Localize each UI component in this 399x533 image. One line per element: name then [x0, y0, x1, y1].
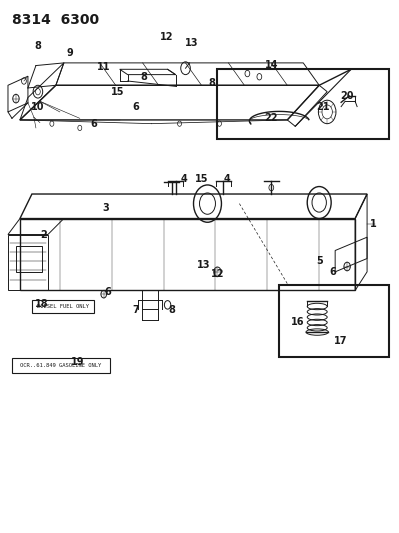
Bar [279, 285, 389, 357]
Text: 8: 8 [208, 78, 215, 87]
Text: 7: 7 [132, 305, 139, 315]
Text: 10: 10 [31, 102, 45, 111]
Text: 5: 5 [316, 256, 322, 266]
Bar [12, 358, 110, 373]
Text: 18: 18 [35, 299, 49, 309]
Text: 11: 11 [97, 62, 111, 71]
Bar [16, 246, 42, 272]
Text: 20: 20 [340, 91, 354, 101]
Text: 8: 8 [140, 72, 147, 82]
Text: 6: 6 [330, 267, 336, 277]
Text: 13: 13 [185, 38, 198, 47]
Text: 8: 8 [34, 42, 41, 51]
Text: 6: 6 [132, 102, 139, 111]
Text: 14: 14 [265, 60, 278, 70]
Text: 13: 13 [197, 261, 210, 270]
Text: 16: 16 [290, 318, 304, 327]
Text: 8: 8 [168, 305, 175, 315]
Text: 6: 6 [105, 287, 111, 296]
Text: 9: 9 [67, 49, 73, 58]
Text: 15: 15 [111, 87, 124, 96]
Text: 15: 15 [195, 174, 208, 183]
Text: 19: 19 [71, 358, 85, 367]
Text: 4: 4 [180, 174, 187, 183]
Text: 12: 12 [211, 270, 224, 279]
Text: OCR..61.849 GASOLINE ONLY: OCR..61.849 GASOLINE ONLY [20, 363, 101, 368]
Bar [217, 69, 389, 139]
Bar [32, 300, 94, 313]
Text: 12: 12 [160, 33, 174, 42]
Text: 8314  6300: 8314 6300 [12, 13, 99, 27]
Text: 3: 3 [103, 203, 109, 213]
Text: 6: 6 [91, 119, 97, 129]
Text: DIESEL FUEL ONLY: DIESEL FUEL ONLY [37, 304, 89, 309]
Text: 4: 4 [224, 174, 231, 183]
Text: 2: 2 [41, 230, 47, 239]
Text: 1: 1 [370, 219, 376, 229]
Text: 22: 22 [265, 114, 278, 123]
Text: 17: 17 [334, 336, 348, 346]
Text: 21: 21 [316, 102, 330, 111]
